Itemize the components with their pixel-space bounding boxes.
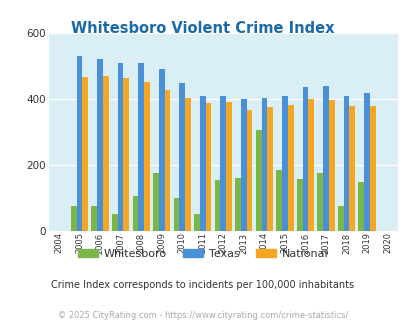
- Bar: [214, 180, 220, 231]
- Bar: [307, 99, 313, 231]
- Bar: [173, 198, 179, 231]
- Bar: [158, 69, 164, 231]
- Bar: [241, 99, 246, 231]
- Bar: [296, 179, 302, 231]
- Bar: [226, 102, 231, 231]
- Bar: [194, 214, 199, 231]
- Text: Crime Index corresponds to incidents per 100,000 inhabitants: Crime Index corresponds to incidents per…: [51, 280, 354, 290]
- Bar: [77, 56, 82, 231]
- Bar: [71, 206, 77, 231]
- Bar: [349, 106, 354, 231]
- Bar: [179, 82, 185, 231]
- Bar: [358, 182, 363, 231]
- Bar: [328, 100, 334, 231]
- Bar: [281, 96, 287, 231]
- Bar: [138, 63, 144, 231]
- Bar: [82, 77, 88, 231]
- Bar: [343, 96, 349, 231]
- Bar: [97, 59, 103, 231]
- Bar: [205, 103, 211, 231]
- Bar: [123, 78, 129, 231]
- Bar: [164, 90, 170, 231]
- Bar: [185, 98, 190, 231]
- Bar: [363, 93, 369, 231]
- Bar: [322, 86, 328, 231]
- Bar: [234, 178, 241, 231]
- Text: © 2025 CityRating.com - https://www.cityrating.com/crime-statistics/: © 2025 CityRating.com - https://www.city…: [58, 311, 347, 320]
- Bar: [369, 106, 375, 231]
- Bar: [91, 206, 97, 231]
- Bar: [220, 96, 226, 231]
- Bar: [337, 206, 343, 231]
- Bar: [302, 87, 307, 231]
- Bar: [317, 173, 322, 231]
- Bar: [199, 96, 205, 231]
- Bar: [276, 170, 281, 231]
- Bar: [287, 105, 293, 231]
- Bar: [153, 173, 158, 231]
- Bar: [266, 107, 272, 231]
- Bar: [246, 110, 252, 231]
- Bar: [261, 98, 266, 231]
- Bar: [112, 214, 117, 231]
- Bar: [103, 76, 109, 231]
- Legend: Whitesboro, Texas, National: Whitesboro, Texas, National: [73, 245, 332, 264]
- Bar: [144, 82, 149, 231]
- Bar: [132, 196, 138, 231]
- Bar: [255, 130, 261, 231]
- Text: Whitesboro Violent Crime Index: Whitesboro Violent Crime Index: [71, 21, 334, 36]
- Bar: [117, 63, 123, 231]
